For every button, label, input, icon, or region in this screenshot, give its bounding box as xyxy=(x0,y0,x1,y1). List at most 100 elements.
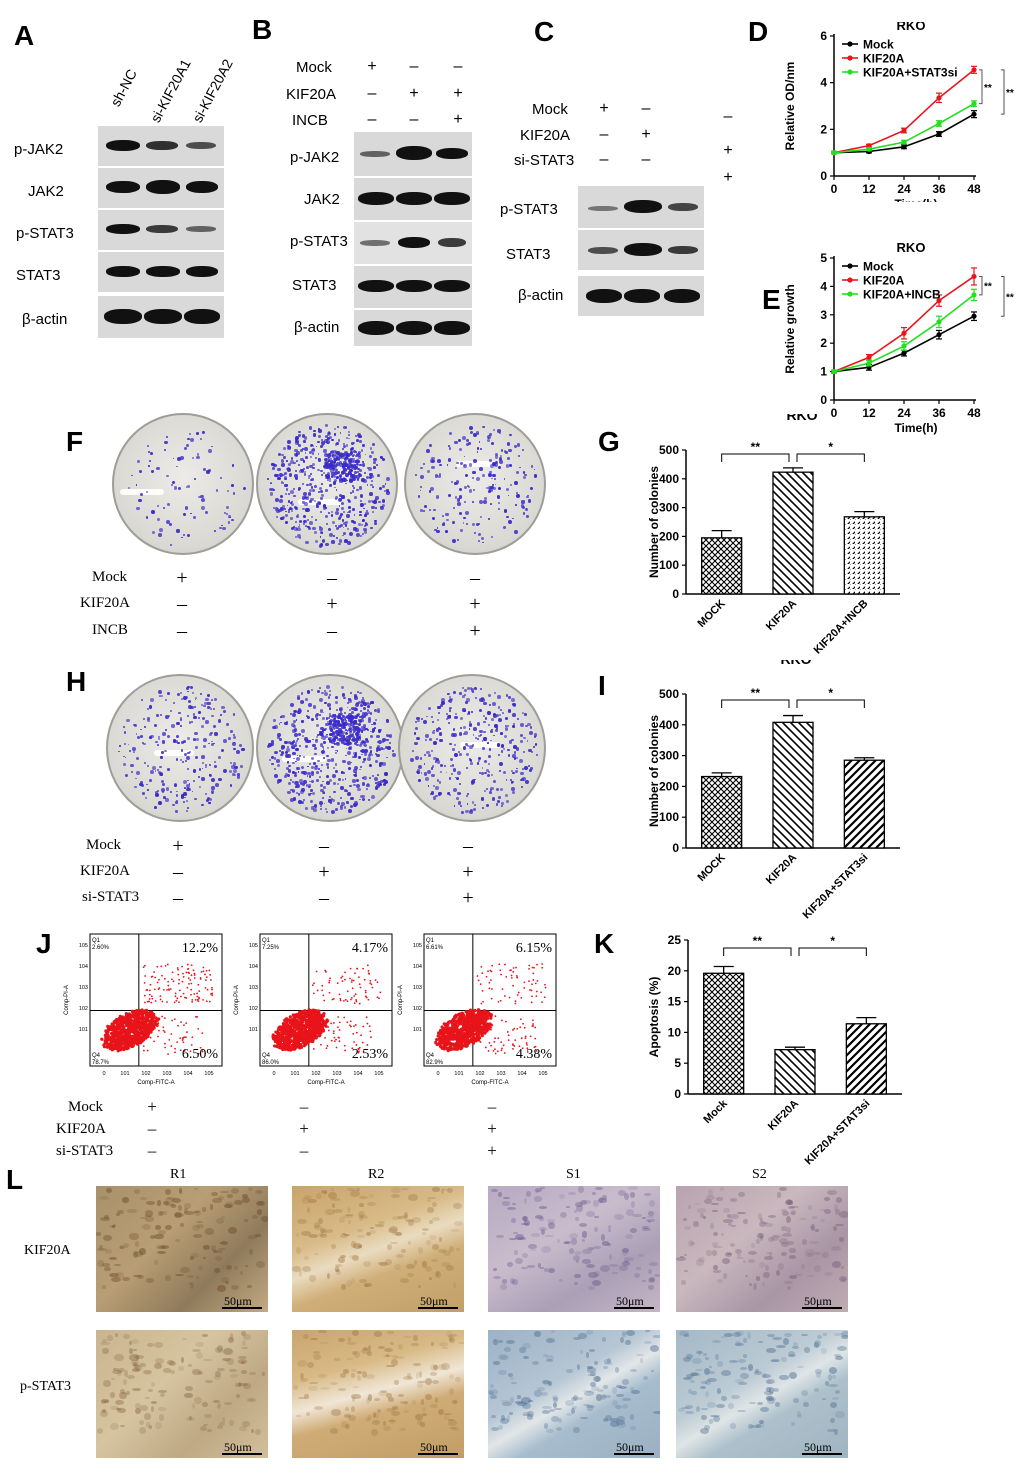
significance-bracket xyxy=(721,699,790,708)
condition-sign: – xyxy=(177,593,187,615)
scale-label: 50μm xyxy=(224,1440,252,1454)
scale-bar xyxy=(802,1453,842,1455)
panel-j-letter: J xyxy=(36,928,52,959)
condition-sign: + xyxy=(453,111,463,128)
blot-row-label: STAT3 xyxy=(506,246,551,263)
condition-sign: – xyxy=(463,835,473,857)
event-dots xyxy=(100,963,214,1056)
x-tick-label: 36 xyxy=(932,406,946,420)
percentage-lower-right: 4.38% xyxy=(516,1047,553,1062)
scale-label: 50μm xyxy=(224,1294,252,1308)
percentage-upper-right: 6.15% xyxy=(516,941,553,956)
bar xyxy=(772,471,814,595)
condition-sign: – xyxy=(487,1097,497,1116)
condition-sign: – xyxy=(723,108,733,125)
condition-sign: + xyxy=(409,85,419,102)
blot-row-label: β-actin xyxy=(22,311,68,328)
y-tick-label: 0 xyxy=(820,393,827,407)
blot-row-label: p-JAK2 xyxy=(290,149,340,166)
data-point xyxy=(866,354,872,360)
condition-sign: + xyxy=(469,620,481,642)
x-tick-label: MOCK xyxy=(696,598,728,630)
condition-sign: – xyxy=(641,151,651,168)
bar xyxy=(843,516,885,595)
ihc-image: 50μm xyxy=(96,1186,268,1312)
condition-sign: – xyxy=(327,620,337,642)
data-point xyxy=(831,369,837,375)
significance-bracket xyxy=(796,453,865,462)
condition-sign: + xyxy=(599,100,609,117)
condition-sign: – xyxy=(599,151,609,168)
scale-bar xyxy=(418,1307,458,1309)
x-tick-label: 101 xyxy=(454,1071,463,1077)
lane-label: si-KIF20A2 xyxy=(189,56,236,126)
y-tick-label: 103 xyxy=(249,985,258,991)
blot-strip xyxy=(354,132,472,176)
condition-label: si-STAT3 xyxy=(514,152,575,169)
y-axis-label: Relative growth xyxy=(783,284,797,373)
y-tick-label: 103 xyxy=(413,985,422,991)
blot-strip xyxy=(98,252,224,292)
legend-marker xyxy=(847,277,853,283)
panel-k-letter: K xyxy=(594,928,615,959)
scale-label: 50μm xyxy=(804,1294,832,1308)
condition-sign: – xyxy=(147,1119,157,1138)
chart-d: RKO0246012243648Time(h)Relative OD/nmMoc… xyxy=(783,22,1014,202)
y-tick-label: 400 xyxy=(659,718,679,732)
x-tick-label: 12 xyxy=(862,182,876,196)
scale-label: 50μm xyxy=(616,1294,644,1308)
y-tick-label: 5 xyxy=(674,1056,681,1070)
scale-label: 50μm xyxy=(420,1294,448,1308)
significance-label: * xyxy=(828,440,833,454)
quadrant-id: Q1 xyxy=(92,938,101,944)
significance-bracket xyxy=(723,947,792,956)
panel-g-letter: G xyxy=(598,426,620,457)
percentage-upper-right: 12.2% xyxy=(182,941,219,956)
y-tick-label: 1 xyxy=(820,365,827,379)
condition-label: KIF20A xyxy=(80,863,131,879)
colony-dish-kif20a-si-stat3 xyxy=(398,674,546,822)
condition-sign: + xyxy=(318,861,330,883)
colony-dish-kif20a-incb xyxy=(404,413,546,555)
chart-title: RKO xyxy=(897,22,926,33)
legend-marker xyxy=(847,55,853,61)
y-tick-label: 0 xyxy=(674,1087,681,1101)
blot-row-label: β-actin xyxy=(294,319,340,336)
significance-label: ** xyxy=(751,440,761,454)
x-tick-label: 12 xyxy=(862,406,876,420)
x-tick-label: KIF20A xyxy=(766,1098,801,1133)
ihc-image: 50μm xyxy=(96,1330,268,1458)
legend-marker xyxy=(847,291,853,297)
data-point xyxy=(971,273,977,280)
data-point xyxy=(936,95,942,101)
x-tick-label: 24 xyxy=(897,182,911,196)
y-tick-label: 4 xyxy=(820,279,827,293)
bar xyxy=(701,775,743,849)
condition-sign: – xyxy=(173,887,183,909)
colony-dish-mock xyxy=(112,413,254,555)
y-tick-label: 104 xyxy=(249,964,258,970)
condition-label: si-STAT3 xyxy=(56,1143,114,1159)
y-tick-label: 4 xyxy=(820,76,827,90)
panel-c-western-blot: p-STAT3 STAT3 β-actin xyxy=(500,186,706,318)
panel-j-conditions: Mock KIF20A si-STAT3 + – – – + + – – + xyxy=(56,1098,516,1164)
data-point xyxy=(936,298,942,304)
x-tick-label: 105 xyxy=(204,1071,213,1077)
condition-sign: + xyxy=(172,835,184,857)
panel-c-letter: C xyxy=(534,16,555,47)
blot-row-label: p-STAT3 xyxy=(290,233,348,250)
scale-bar xyxy=(802,1307,842,1309)
condition-sign: + xyxy=(487,1141,497,1160)
condition-label: Mock xyxy=(296,59,332,76)
condition-sign: + xyxy=(462,861,474,883)
x-tick-label: 103 xyxy=(496,1071,505,1077)
data-point xyxy=(901,343,907,349)
blot-row-label: JAK2 xyxy=(28,183,64,200)
x-axis-label: Time(h) xyxy=(894,421,937,435)
x-axis-label: Comp-FITC-A xyxy=(471,1080,508,1086)
y-axis-label: Apoptosis (%) xyxy=(647,977,661,1058)
quadrant-id: Q4 xyxy=(92,1053,101,1059)
condition-sign: – xyxy=(453,58,463,75)
x-axis-label: Comp-FITC-A xyxy=(137,1080,174,1086)
